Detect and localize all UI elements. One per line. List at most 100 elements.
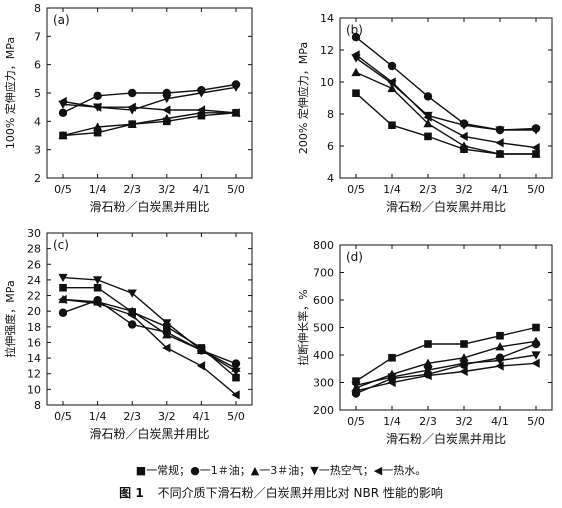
circle-marker (423, 92, 433, 101)
square-marker (59, 283, 67, 292)
y-tick-label: 30 (27, 227, 41, 240)
y-tick-label: 12 (320, 44, 334, 57)
circle-marker (387, 61, 397, 71)
series-line (62, 100, 237, 114)
x-axis-label: 滑石粉／白炭黑并用比 (89, 199, 209, 214)
y-tick-label: 24 (27, 274, 41, 287)
square-marker (352, 377, 360, 385)
y-tick-label: 500 (313, 322, 334, 335)
x-tick-label: 5/0 (227, 183, 245, 196)
x-tick-label: 0/5 (54, 410, 72, 423)
triangle-left-marker (127, 102, 136, 112)
chart-panel: 4 6 8 10 12 14 0/5 1/4 2/3 3/2 4/1 5/0 滑石粉／白炭黑并用比 200… (296, 12, 553, 214)
square-marker (388, 353, 396, 362)
legend-label: 一3＃油； (259, 464, 311, 477)
circle-marker (351, 33, 361, 42)
triangle-left-marker (231, 390, 240, 400)
series-line (62, 276, 237, 372)
triangle-left-marker (196, 361, 206, 371)
square-marker (93, 128, 102, 137)
x-tick-label: 3/2 (158, 410, 176, 423)
y-tick-label: 700 (313, 267, 334, 280)
panel-label: (c) (53, 238, 69, 252)
circle-marker (128, 320, 137, 329)
triangle-down-marker (162, 94, 172, 104)
triangle-down-marker (351, 381, 361, 390)
y-tick-label: 14 (27, 352, 41, 365)
x-axis-label: 滑石粉／白炭黑并用比 (89, 426, 209, 441)
x-tick-label: 4/1 (193, 410, 211, 423)
x-tick-label: 5/0 (527, 183, 545, 196)
y-tick-label: 28 (27, 243, 41, 256)
x-tick-label: 0/5 (54, 183, 72, 196)
triangle-down-marker (196, 346, 206, 355)
triangle-left-marker (423, 371, 432, 381)
triangle-left-marker (351, 386, 360, 396)
circle-marker (58, 308, 68, 317)
square-marker (424, 132, 432, 141)
square-marker-icon: ■ (135, 464, 147, 477)
triangle-down-marker (93, 276, 103, 285)
series-line (62, 83, 237, 114)
triangle-up-marker (162, 113, 172, 123)
triangle-left-marker (93, 298, 102, 308)
circle-marker (128, 88, 137, 98)
y-tick-label: 6 (327, 140, 334, 153)
y-tick-label: 16 (27, 336, 41, 349)
y-tick-label: 400 (313, 349, 334, 362)
x-tick-label: 0/5 (347, 183, 365, 196)
triangle-down-marker (231, 83, 241, 92)
legend-label: 一常规； (146, 464, 191, 477)
y-axis-label: 拉断伸长率，% (296, 289, 310, 365)
chart-panel: 200 300 400 500 600 700 800 0/5 1/4 2/3 3/2 4/1 5/0 滑… (296, 239, 553, 446)
triangle-left-marker (387, 77, 396, 87)
triangle-up-marker (495, 342, 505, 351)
triangle-up-marker (459, 141, 469, 150)
y-tick-label: 800 (313, 239, 334, 252)
circle-marker (231, 359, 241, 368)
x-tick-label: 4/1 (491, 415, 509, 428)
y-tick-label: 8 (34, 2, 41, 15)
x-tick-label: 3/2 (455, 183, 473, 196)
triangle-up-marker (423, 119, 433, 128)
triangle-up-marker (495, 149, 505, 158)
legend-label: 一热水。 (382, 464, 427, 477)
triangle-left-marker (58, 294, 67, 305)
x-tick-label: 2/3 (419, 183, 437, 196)
y-tick-label: 4 (327, 172, 334, 185)
triangle-up-marker-icon: ▲ (250, 464, 260, 477)
panel-label: (b) (346, 23, 363, 37)
legend-item: ■一常规； (136, 464, 190, 477)
y-tick-label: 8 (327, 108, 334, 121)
panel-label: (d) (346, 250, 363, 264)
y-tick-label: 26 (27, 258, 41, 271)
x-tick-label: 4/1 (491, 183, 509, 196)
series-line (62, 298, 237, 396)
x-tick-label: 4/1 (193, 183, 211, 196)
series-line (355, 354, 537, 386)
square-marker (532, 323, 540, 332)
triangle-left-marker (459, 131, 468, 141)
square-marker (388, 121, 396, 129)
x-axis-label: 滑石粉／白炭黑并用比 (386, 431, 506, 446)
legend-item: ◀一热水。 (374, 464, 426, 477)
triangle-down-marker (231, 367, 241, 376)
chart-panel: 8 10 12 14 16 18 20 22 24 26 28 30 0/5 1/4 2/3 3/2 4/1 5/… (3, 227, 253, 441)
triangle-left-marker (231, 108, 240, 118)
x-tick-label: 1/4 (89, 410, 107, 423)
y-tick-label: 7 (34, 30, 41, 43)
legend-label: 一1＃油； (199, 464, 251, 477)
triangle-down-marker (196, 89, 206, 98)
series-line (62, 112, 237, 137)
chart-panel: 2 3 4 5 6 7 8 0/5 1/4 2/3 3/2 4/1 5/0 滑石粉／白炭黑并用比 100% … (3, 2, 253, 214)
triangle-left-marker (196, 105, 206, 115)
series-line (355, 54, 537, 149)
triangle-left-marker (162, 343, 171, 353)
plot-frame (339, 244, 553, 411)
x-tick-label: 1/4 (383, 415, 401, 428)
triangle-down-marker (495, 356, 505, 366)
series-line (355, 343, 537, 395)
y-tick-label: 5 (34, 87, 41, 100)
triangle-left-marker (459, 366, 468, 377)
y-tick-label: 2 (34, 172, 41, 185)
